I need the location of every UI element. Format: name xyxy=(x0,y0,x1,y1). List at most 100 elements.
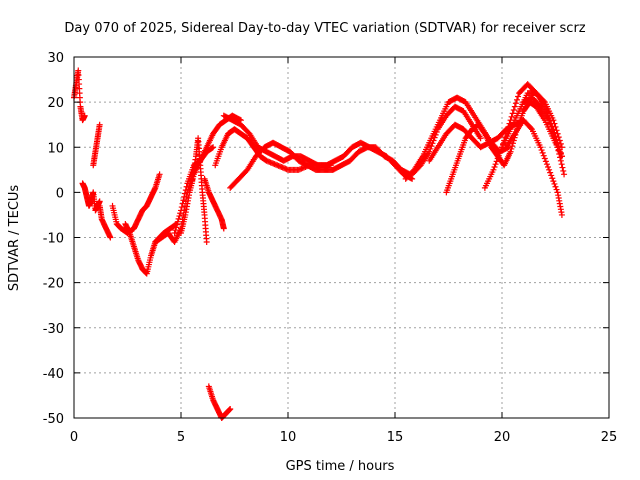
data-point-dense xyxy=(173,224,180,231)
data-point-dense xyxy=(172,227,179,234)
data-point-dense xyxy=(549,127,556,134)
data-point-dense xyxy=(559,164,566,171)
series-arc-15 xyxy=(205,383,234,421)
data-point-dense xyxy=(558,161,565,168)
data-point-dense xyxy=(540,152,547,159)
chart-title: Day 070 of 2025, Sidereal Day-to-day VTE… xyxy=(64,21,585,36)
data-point-dense xyxy=(432,131,439,138)
data-point xyxy=(561,171,568,178)
data-point-dense xyxy=(553,186,560,193)
data-point xyxy=(426,148,433,155)
x-tick-label: 0 xyxy=(70,430,78,445)
data-point-dense xyxy=(555,147,562,154)
data-point-dense xyxy=(552,137,559,144)
x-tick-label: 10 xyxy=(280,430,297,445)
data-point-dense xyxy=(508,145,515,152)
data-point xyxy=(558,211,565,218)
y-tick-label: -40 xyxy=(43,367,64,382)
data-point-dense xyxy=(538,147,545,154)
data-point-dense xyxy=(550,130,557,137)
y-tick-label: -20 xyxy=(43,277,64,292)
data-point-dense xyxy=(430,137,437,144)
data-point-dense xyxy=(178,204,185,211)
data-point xyxy=(227,405,234,412)
data-point-dense xyxy=(510,107,517,114)
data-point-dense xyxy=(513,96,520,103)
y-tick-label: 20 xyxy=(47,96,64,111)
data-point xyxy=(220,225,227,232)
data-point-dense xyxy=(556,151,563,158)
data-point-dense xyxy=(541,155,548,162)
series-arc-22 xyxy=(503,117,565,218)
data-point-dense xyxy=(527,125,534,132)
data-point xyxy=(477,135,484,142)
grid xyxy=(74,57,609,418)
data-point xyxy=(178,207,184,214)
data-point-dense xyxy=(182,190,189,197)
data-point xyxy=(107,234,114,241)
data-point-dense xyxy=(553,140,560,147)
data-point-dense xyxy=(495,152,502,159)
data-point-dense xyxy=(492,161,499,168)
data-point-dense xyxy=(177,210,184,217)
y-axis-label: SDTVAR / TECUs xyxy=(7,185,22,292)
data-point-dense xyxy=(175,215,182,222)
data-point-dense xyxy=(429,140,436,147)
data-point-dense xyxy=(491,163,498,170)
data-point-dense xyxy=(427,145,434,152)
series-arc-23 xyxy=(520,94,568,178)
y-tick-label: 0 xyxy=(56,186,64,201)
series-arc-2 xyxy=(79,180,103,214)
axis-ticks: 0 5 10 15 20 25 -50 -40 -30 -20 -10 0 10 20 30 xyxy=(43,51,618,445)
data-point-dense xyxy=(545,163,552,170)
data-point-dense xyxy=(548,172,555,179)
series-arc-3 xyxy=(90,121,103,169)
data-point xyxy=(546,166,553,173)
data-point-dense xyxy=(551,134,558,141)
data-point-dense xyxy=(547,169,554,176)
data-point-dense xyxy=(548,123,555,130)
data-point-dense xyxy=(550,178,557,185)
data-point-dense xyxy=(433,129,440,136)
series-arc-1 xyxy=(71,67,88,124)
data-point-dense xyxy=(428,143,435,150)
series-arc-5 xyxy=(109,171,163,236)
data-point-dense xyxy=(549,175,556,182)
x-tick-label: 25 xyxy=(601,430,618,445)
data-point xyxy=(554,144,561,151)
data-point-dense xyxy=(508,113,515,120)
series-arc-14 xyxy=(227,139,413,191)
y-tick-label: 10 xyxy=(47,141,64,156)
data-point-dense xyxy=(547,120,554,127)
data-point xyxy=(96,121,103,128)
data-point-dense xyxy=(183,183,190,190)
x-tick-label: 15 xyxy=(387,430,404,445)
y-tick-label: -50 xyxy=(43,412,64,427)
data-point-dense xyxy=(431,134,438,141)
x-tick-label: 5 xyxy=(177,430,185,445)
series-arc-11 xyxy=(201,175,227,232)
data-point-dense xyxy=(539,149,546,156)
data-point-dense xyxy=(551,180,558,187)
data-point-dense xyxy=(494,155,501,162)
data-point-dense xyxy=(173,221,180,228)
data-point-dense xyxy=(496,149,503,156)
data-point-dense xyxy=(557,154,564,161)
y-tick-label: 30 xyxy=(47,51,64,66)
data-point-dense xyxy=(497,147,504,154)
series-arc-6 xyxy=(122,220,180,277)
data-point-dense xyxy=(506,120,513,127)
data-points xyxy=(71,67,568,421)
x-axis-label: GPS time / hours xyxy=(286,459,395,474)
data-point xyxy=(171,229,178,236)
data-point xyxy=(210,144,217,151)
data-point-dense xyxy=(493,158,500,165)
data-point-dense xyxy=(512,100,519,107)
data-point-dense xyxy=(174,218,181,225)
data-point xyxy=(81,112,88,119)
data-point-dense xyxy=(552,183,559,190)
y-tick-label: -10 xyxy=(43,232,64,247)
data-point-dense xyxy=(557,157,564,164)
data-point-dense xyxy=(560,167,567,174)
data-point-dense xyxy=(181,193,188,200)
